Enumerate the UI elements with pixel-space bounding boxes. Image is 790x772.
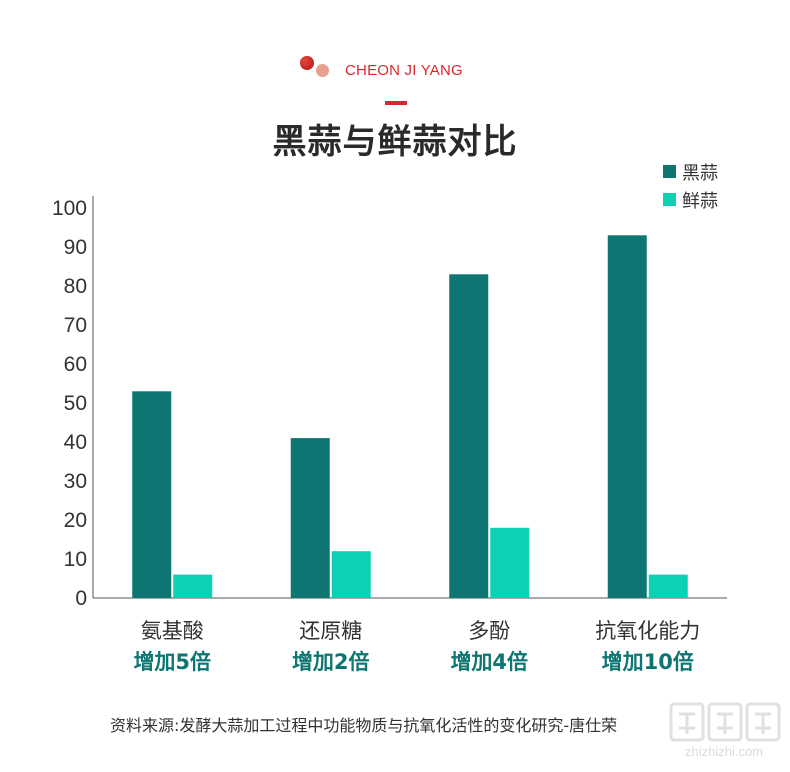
legend-swatch-fresh-garlic (663, 193, 676, 206)
watermark-logo-icon (669, 702, 781, 742)
bar-fresh-garlic (490, 527, 530, 598)
bar-black-garlic (132, 391, 172, 598)
bar-black-garlic (607, 235, 647, 599)
x-category-label: 氨基酸 (141, 619, 204, 643)
bar-fresh-garlic (331, 551, 371, 598)
y-tick-label: 0 (75, 587, 87, 610)
brand-header: CHEON JI YANG (0, 52, 790, 92)
brand-name: CHEON JI YANG (345, 62, 463, 79)
bar-fresh-garlic (648, 574, 688, 598)
x-increase-label: 增加5倍 (133, 650, 211, 674)
watermark: zhizhizhi.com (665, 700, 783, 764)
y-tick-label: 100 (52, 197, 87, 220)
title-accent-bar (385, 101, 407, 105)
x-category-label: 多酚 (468, 619, 510, 643)
y-tick-label: 20 (64, 509, 87, 532)
brand-logo-dot-pink (316, 64, 329, 77)
y-tick-label: 50 (64, 392, 87, 415)
y-tick-label: 40 (64, 431, 87, 454)
x-increase-label: 增加2倍 (292, 650, 370, 674)
watermark-text: zhizhizhi.com (684, 744, 764, 759)
source-note: 资料来源:发酵大蒜加工过程中功能物质与抗氧化活性的变化研究-唐仕荣 (110, 716, 618, 735)
y-tick-label: 90 (64, 236, 87, 259)
y-tick-label: 80 (64, 275, 87, 298)
x-increase-label: 增加4倍 (450, 650, 528, 674)
legend-label-black-garlic: 黑蒜 (682, 163, 718, 184)
legend-label-fresh-garlic: 鲜蒜 (682, 191, 718, 212)
x-increase-label: 增加10倍 (602, 650, 694, 674)
legend-swatch-black-garlic (663, 165, 676, 178)
y-tick-label: 10 (64, 548, 87, 571)
bar-black-garlic (290, 438, 330, 598)
bar-black-garlic (449, 274, 489, 598)
chart-title: 黑蒜与鲜蒜对比 (272, 122, 518, 162)
x-category-label: 抗氧化能力 (595, 619, 700, 643)
y-tick-label: 30 (64, 470, 87, 493)
y-tick-label: 60 (64, 353, 87, 376)
brand-logo-dot-red (300, 56, 314, 70)
x-category-label: 还原糖 (299, 619, 362, 643)
y-tick-label: 70 (64, 314, 87, 337)
bar-fresh-garlic (173, 574, 213, 598)
